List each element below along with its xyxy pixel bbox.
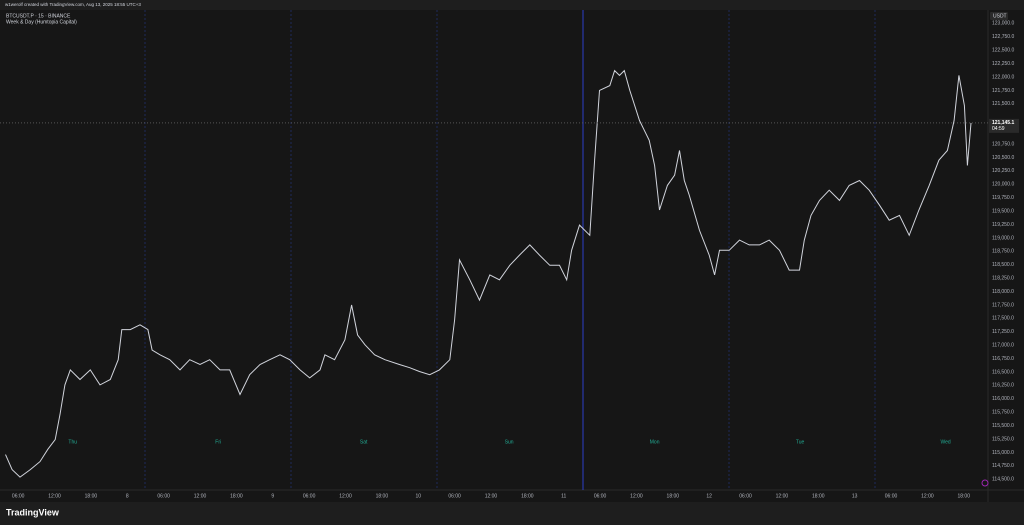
y-tick-label: 119,750.0 [992, 195, 1014, 201]
y-tick-label: 119,000.0 [992, 235, 1014, 241]
y-tick-label: 121,750.0 [992, 88, 1014, 94]
header-text: w1werolf created with TradingView.com, A… [5, 2, 141, 7]
chart-title: BTCUSDT.P · 15 · BINANCE [6, 13, 71, 19]
day-label: Sun [505, 439, 514, 445]
footer-brand: TradingView [6, 507, 60, 517]
day-label: Mon [650, 439, 660, 445]
y-tick-label: 120,750.0 [992, 141, 1014, 147]
y-tick-label: 115,250.0 [992, 436, 1014, 442]
x-tick-label: 8 [126, 493, 129, 499]
y-tick-label: 115,500.0 [992, 423, 1014, 429]
y-tick-label: 120,000.0 [992, 182, 1014, 188]
y-tick-label: 116,750.0 [992, 356, 1014, 362]
y-tick-label: 122,750.0 [992, 34, 1014, 40]
currency-badge [990, 12, 1008, 20]
x-tick-label: 12:00 [485, 493, 498, 499]
y-tick-label: 123,000.0 [992, 21, 1014, 27]
current-price-tag [989, 118, 1019, 133]
y-tick-label: 117,500.0 [992, 316, 1014, 322]
y-tick-label: 120,250.0 [992, 168, 1014, 174]
x-tick-label: 18:00 [230, 493, 243, 499]
header-bar [0, 0, 1024, 10]
x-tick-label: 06:00 [739, 493, 752, 499]
x-tick-label: 18:00 [812, 493, 825, 499]
y-tick-label: 116,000.0 [992, 396, 1014, 402]
day-label: Fri [215, 439, 221, 445]
x-tick-label: 12 [706, 493, 712, 499]
y-tick-label: 122,000.0 [992, 74, 1014, 80]
y-tick-label: 118,250.0 [992, 275, 1014, 281]
x-tick-label: 06:00 [594, 493, 607, 499]
x-tick-label: 18:00 [667, 493, 680, 499]
countdown: 04:59 [992, 126, 1005, 132]
x-tick-label: 12:00 [630, 493, 643, 499]
x-tick-label: 06:00 [448, 493, 461, 499]
x-tick-label: 18:00 [957, 493, 970, 499]
day-label: Wed [940, 439, 950, 445]
y-tick-label: 122,500.0 [992, 48, 1014, 54]
current-price-label: 121,145.1 [992, 120, 1014, 126]
x-tick-label: 10 [415, 493, 421, 499]
y-tick-label: 115,750.0 [992, 410, 1014, 416]
y-tick-label: 117,750.0 [992, 302, 1014, 308]
y-tick-label: 118,500.0 [992, 262, 1014, 268]
x-tick-label: 12:00 [921, 493, 934, 499]
x-tick-label: 9 [271, 493, 274, 499]
footer-bar [0, 502, 1024, 525]
x-tick-label: 06:00 [303, 493, 316, 499]
day-label: Thu [68, 439, 77, 445]
alert-icon[interactable] [981, 479, 989, 487]
y-tick-label: 118,000.0 [992, 289, 1014, 295]
day-label: Tue [796, 439, 805, 445]
y-tick-label: 118,750.0 [992, 249, 1014, 255]
y-tick-label: 116,250.0 [992, 383, 1014, 389]
day-label: Sat [360, 439, 368, 445]
y-tick-label: 115,000.0 [992, 450, 1014, 456]
price-line [5, 69, 972, 478]
x-tick-label: 06:00 [157, 493, 170, 499]
y-tick-label: 120,500.0 [992, 155, 1014, 161]
y-tick-label: 114,500.0 [992, 477, 1014, 483]
x-tick-label: 12:00 [339, 493, 352, 499]
y-tick-label: 119,500.0 [992, 208, 1014, 214]
x-tick-label: 12:00 [48, 493, 61, 499]
x-tick-label: 18:00 [85, 493, 98, 499]
y-tick-label: 121,500.0 [992, 101, 1014, 107]
x-tick-label: 06:00 [12, 493, 25, 499]
x-tick-label: 13 [852, 493, 858, 499]
y-tick-label: 116,500.0 [992, 369, 1014, 375]
x-tick-label: 12:00 [194, 493, 207, 499]
y-tick-label: 114,750.0 [992, 463, 1014, 469]
x-tick-label: 06:00 [885, 493, 898, 499]
y-tick-label: 122,250.0 [992, 61, 1014, 67]
currency: USDT [993, 13, 1007, 19]
y-tick-label: 117,000.0 [992, 343, 1014, 349]
indicator-name: Week & Day (Humtopia Capital) [6, 19, 77, 25]
x-tick-label: 18:00 [521, 493, 534, 499]
x-tick-label: 11 [561, 493, 566, 499]
x-tick-label: 18:00 [376, 493, 389, 499]
x-tick-label: 12:00 [776, 493, 789, 499]
y-tick-label: 119,250.0 [992, 222, 1014, 228]
y-tick-label: 117,250.0 [992, 329, 1014, 335]
